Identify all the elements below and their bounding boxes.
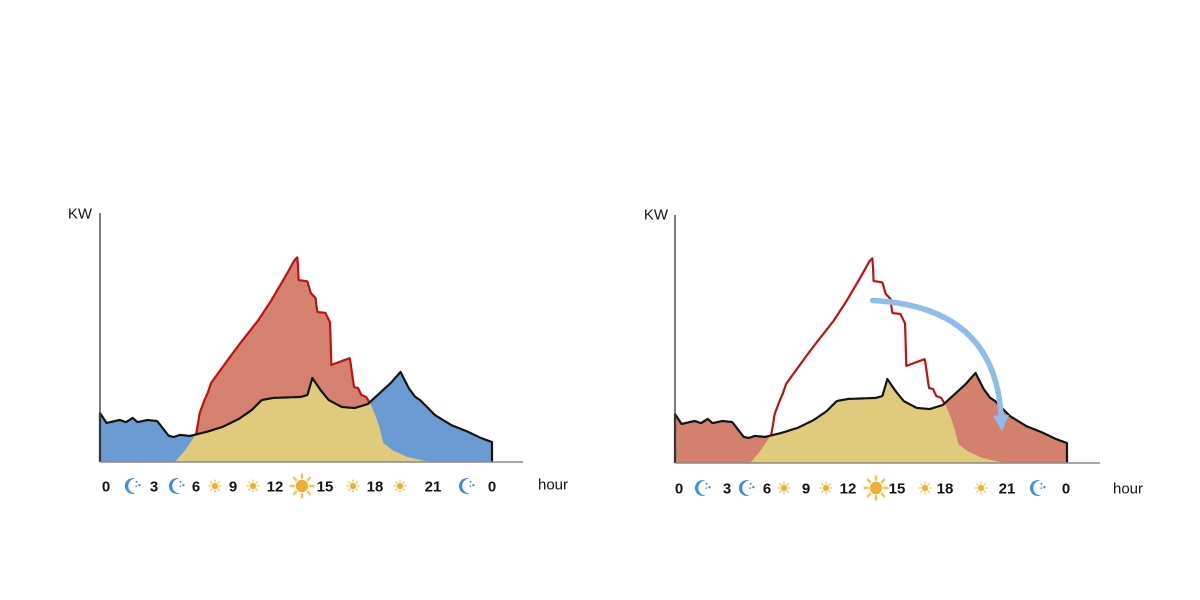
sun-icon <box>391 477 409 495</box>
moon-icon <box>737 478 758 499</box>
sun-icon <box>344 477 362 495</box>
x-tick-label: 18 <box>366 478 384 496</box>
x-tick-label: 6 <box>762 480 772 498</box>
overlap-area-after-shift <box>675 379 1067 463</box>
sun-icon <box>916 479 934 497</box>
moon-icon <box>693 478 714 499</box>
consumption-line-before-shift <box>98 370 494 462</box>
load-shift-arrowhead <box>993 414 1009 432</box>
x-tick-label: 3 <box>722 480 732 498</box>
production-line-after-shift <box>769 257 946 436</box>
moon-icon <box>457 476 478 497</box>
x-tick-label: 9 <box>801 480 811 498</box>
x-tick-label: 9 <box>228 478 238 496</box>
x-tick-label: 21 <box>998 480 1016 498</box>
moon-icon <box>1028 478 1049 499</box>
x-axis-label-left: hour <box>537 476 569 494</box>
sun-icon <box>206 477 224 495</box>
x-tick-label: 6 <box>191 478 201 496</box>
sun-large-icon <box>863 475 889 501</box>
x-tick-label: 15 <box>316 478 334 496</box>
sun-icon <box>775 479 793 497</box>
x-tick-label: 12 <box>839 480 857 498</box>
production-line-before-shift <box>194 256 371 435</box>
y-axis-label-right: KW <box>643 206 669 224</box>
sun-icon <box>244 477 262 495</box>
overlap-area-before-shift <box>100 378 492 462</box>
x-tick-label: 15 <box>888 480 906 498</box>
x-tick-label: 12 <box>266 478 284 496</box>
x-axis-label-right: hour <box>1112 480 1144 498</box>
x-tick-label: 0 <box>487 478 497 496</box>
y-axis-label-left: KW <box>67 205 93 223</box>
x-tick-label: 0 <box>101 478 111 496</box>
x-tick-label: 21 <box>424 478 442 496</box>
sun-large-icon <box>289 473 315 499</box>
moon-icon <box>167 476 188 497</box>
excess-production-area <box>196 257 370 435</box>
sun-icon <box>817 479 835 497</box>
moon-icon <box>123 476 144 497</box>
x-tick-label: 0 <box>1061 480 1071 498</box>
x-tick-label: 3 <box>149 478 159 496</box>
x-tick-label: 0 <box>674 480 684 498</box>
x-tick-label: 18 <box>936 480 954 498</box>
load-shift-arrow <box>869 297 1004 419</box>
sun-icon <box>972 479 990 497</box>
